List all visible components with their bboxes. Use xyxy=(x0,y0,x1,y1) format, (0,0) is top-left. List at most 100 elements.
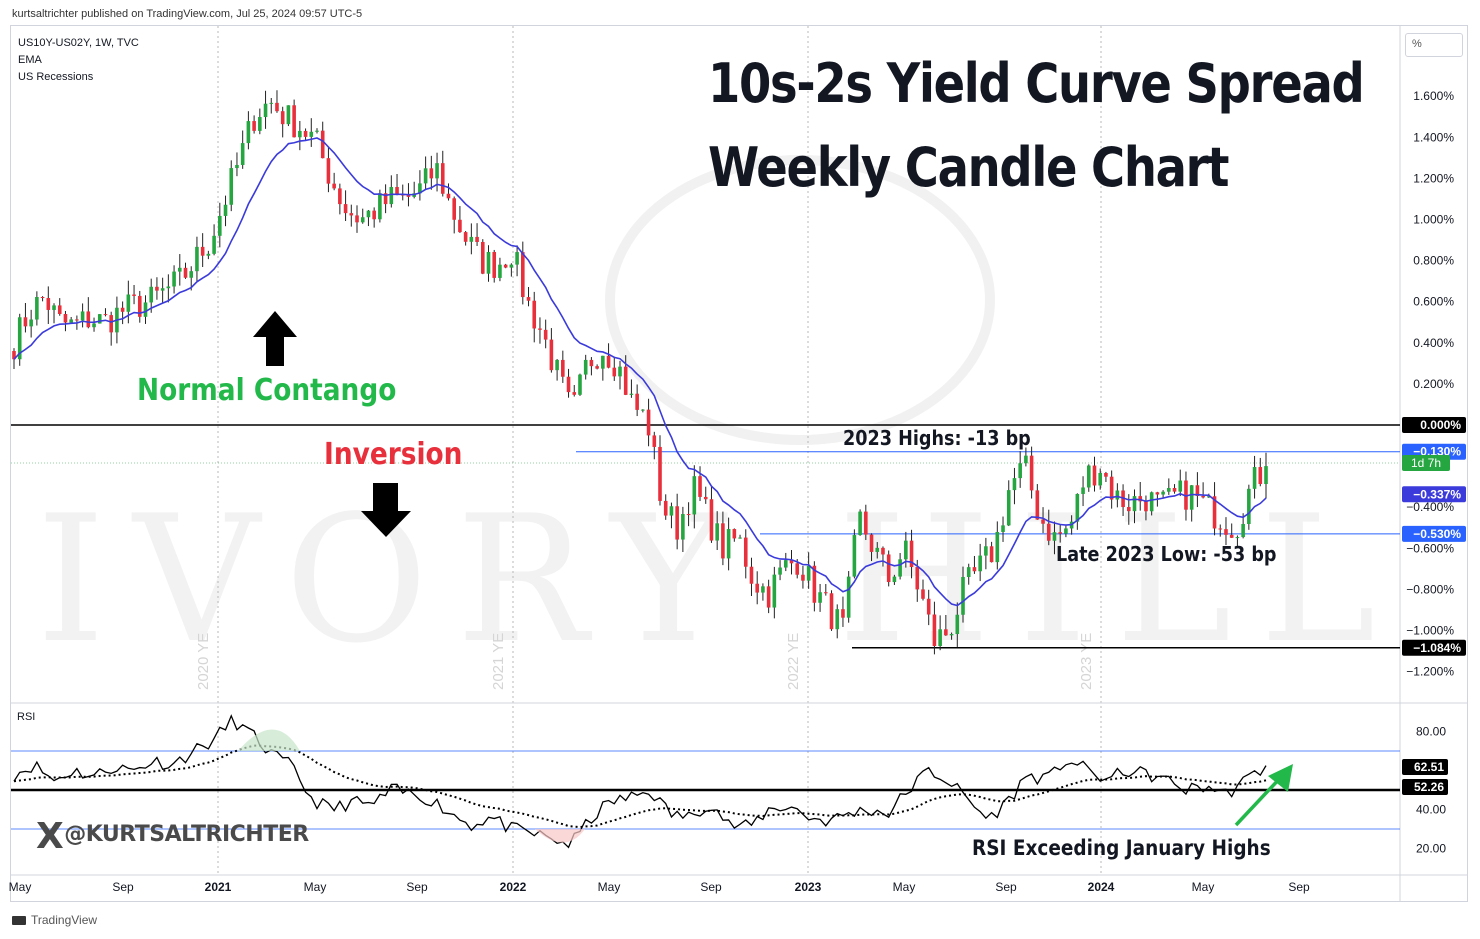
candle xyxy=(503,264,508,268)
candle xyxy=(789,560,794,564)
candle xyxy=(1046,523,1051,541)
candle xyxy=(818,592,822,603)
candle xyxy=(383,193,388,205)
candle xyxy=(63,313,68,323)
legend-ema[interactable]: EMA xyxy=(18,54,42,66)
candle xyxy=(1109,476,1114,500)
candle xyxy=(692,476,697,515)
legend-recessions[interactable]: US Recessions xyxy=(18,71,94,83)
candle xyxy=(338,188,342,205)
candle xyxy=(109,315,113,333)
candle xyxy=(275,102,279,112)
candle xyxy=(258,117,262,131)
price-tick-label: 1.200% xyxy=(1413,171,1454,185)
candle xyxy=(681,514,685,540)
candle xyxy=(1161,491,1165,495)
candle xyxy=(1178,480,1183,492)
unit-selector[interactable]: % xyxy=(1405,33,1463,57)
candle xyxy=(360,217,365,223)
candle xyxy=(618,366,622,377)
rsi-tick-label: 20.00 xyxy=(1416,842,1446,856)
candle xyxy=(1035,490,1040,520)
candle xyxy=(343,204,348,214)
time-tick-label: Sep xyxy=(995,880,1017,894)
candle xyxy=(549,339,554,371)
candle xyxy=(543,329,548,340)
candle xyxy=(235,164,239,169)
candle xyxy=(498,264,502,278)
candle xyxy=(1018,463,1022,479)
rsi-pane-label[interactable]: RSI xyxy=(17,711,36,723)
candle xyxy=(366,210,371,218)
candle xyxy=(538,328,542,330)
price-level-label: −0.530% xyxy=(1413,527,1461,541)
candle xyxy=(783,560,788,568)
time-tick-label: May xyxy=(304,880,327,894)
candle xyxy=(898,559,902,577)
candle xyxy=(326,158,331,184)
price-level-label: 0.000% xyxy=(1420,418,1461,432)
candle xyxy=(772,574,777,608)
candle xyxy=(389,187,394,205)
time-tick-label: Sep xyxy=(112,880,134,894)
candle xyxy=(1155,492,1160,495)
candle xyxy=(921,589,925,599)
price-level-badge xyxy=(1402,417,1466,433)
candle xyxy=(1104,472,1108,477)
candles[interactable] xyxy=(12,90,1268,655)
candle xyxy=(206,253,211,256)
candle xyxy=(12,351,16,360)
candle xyxy=(1195,485,1200,496)
candle xyxy=(675,506,679,540)
candle xyxy=(881,547,885,555)
year-end-label: 2022 YE xyxy=(785,633,802,690)
ema-line xyxy=(13,137,1267,607)
chart-grid: 2020 YE 2021 YE 2022 YE 2023 YE xyxy=(10,26,1467,901)
time-tick-label: 2023 xyxy=(795,880,822,894)
rsi-ma-line xyxy=(13,744,1267,829)
candle xyxy=(932,614,937,647)
candle xyxy=(955,614,960,635)
candle xyxy=(795,563,800,575)
annotation-rsi-note: RSI Exceeding January Highs xyxy=(972,836,1271,860)
price-level-badge xyxy=(1402,486,1466,503)
candle xyxy=(944,629,948,636)
tradingview-footer[interactable]: TradingView xyxy=(12,913,97,927)
candle xyxy=(280,111,285,125)
candle xyxy=(23,317,28,327)
candle xyxy=(452,198,457,220)
candle xyxy=(378,193,382,220)
candle xyxy=(561,359,565,377)
candle xyxy=(1172,487,1177,492)
annotation-arrows xyxy=(253,311,1293,827)
candle xyxy=(1241,523,1245,538)
candle xyxy=(601,355,605,369)
price-level-badge xyxy=(1402,639,1466,656)
candle xyxy=(738,537,742,539)
candle xyxy=(189,271,194,278)
candle xyxy=(926,598,931,615)
rsi-overbought-fill xyxy=(238,729,300,751)
candle xyxy=(103,314,108,316)
price-tick-label: 0.200% xyxy=(1413,377,1454,391)
candle xyxy=(823,592,828,594)
time-tick-label: Sep xyxy=(406,880,428,894)
candle xyxy=(595,366,599,369)
candle xyxy=(212,235,216,254)
candle xyxy=(17,317,22,360)
candle xyxy=(406,194,411,197)
candle xyxy=(526,297,531,301)
candle xyxy=(172,271,176,287)
candle xyxy=(938,629,942,647)
candle xyxy=(166,286,171,289)
candle xyxy=(246,121,251,144)
candle xyxy=(978,555,982,572)
arrow-up-icon xyxy=(253,311,297,366)
candle xyxy=(92,323,96,328)
rsi-pane[interactable]: 80.00 40.00 20.00 62.51 52.26 xyxy=(11,714,1448,856)
candle xyxy=(1058,532,1062,534)
price-tick-label: 1.400% xyxy=(1413,130,1454,144)
candle xyxy=(46,298,51,310)
legend-symbol[interactable]: US10Y-US02Y, 1W, TVC xyxy=(18,37,139,49)
